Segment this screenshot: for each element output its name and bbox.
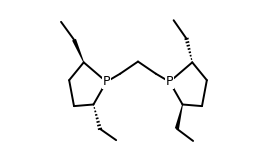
Text: P: P bbox=[103, 75, 110, 88]
Polygon shape bbox=[72, 39, 84, 63]
Polygon shape bbox=[175, 104, 183, 129]
Text: P: P bbox=[166, 75, 173, 88]
